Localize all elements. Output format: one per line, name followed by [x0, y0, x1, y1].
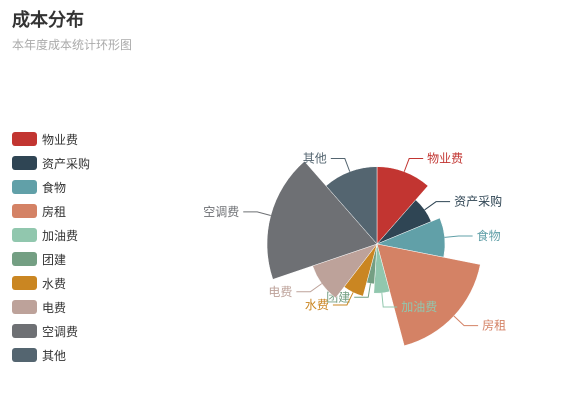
legend-item[interactable]: 物业费	[12, 127, 90, 151]
legend-label: 房租	[42, 204, 67, 219]
label-line	[330, 158, 351, 172]
legend-swatch	[12, 180, 37, 194]
legend-swatch	[12, 300, 37, 314]
pie-slice[interactable]	[373, 243, 391, 294]
legend-label: 加油费	[42, 228, 79, 243]
legend-swatch	[12, 252, 37, 266]
label-line	[453, 315, 479, 327]
legend: 物业费资产采购食物房租加油费团建水费电费空调费其他	[12, 127, 90, 367]
legend-swatch	[12, 276, 37, 290]
legend-item[interactable]: 空调费	[12, 319, 90, 343]
pie-slice[interactable]	[376, 243, 481, 347]
legend-label: 物业费	[42, 132, 79, 147]
slice-label: 食物	[477, 228, 501, 243]
legend-item[interactable]: 团建	[12, 247, 90, 271]
pie-slice[interactable]	[266, 160, 378, 280]
legend-item[interactable]: 电费	[12, 295, 90, 319]
label-line	[403, 158, 424, 172]
legend-item[interactable]: 资产采购	[12, 151, 90, 175]
slice-label: 加油费	[401, 300, 437, 314]
legend-item[interactable]: 房租	[12, 199, 90, 223]
legend-swatch	[12, 348, 37, 362]
label-line	[332, 292, 354, 306]
legend-label: 其他	[42, 348, 67, 363]
legend-label: 食物	[42, 180, 67, 195]
legend-label: 水费	[42, 276, 67, 291]
legend-swatch	[12, 324, 37, 338]
legend-swatch	[12, 132, 37, 146]
label-line	[296, 283, 323, 293]
label-line	[381, 293, 398, 308]
legend-item[interactable]: 水费	[12, 271, 90, 295]
slice-label: 电费	[268, 285, 292, 299]
legend-item[interactable]: 其他	[12, 343, 90, 367]
legend-item[interactable]: 加油费	[12, 223, 90, 247]
slice-label: 空调费	[203, 205, 239, 219]
pie-slice[interactable]	[325, 166, 378, 245]
label-line	[444, 235, 473, 238]
slice-label: 水费	[305, 298, 329, 312]
legend-swatch	[12, 156, 37, 170]
slice-label: 房租	[482, 318, 506, 333]
label-line	[354, 283, 371, 298]
legend-label: 电费	[42, 300, 67, 315]
legend-label: 空调费	[42, 324, 79, 339]
legend-label: 资产采购	[42, 156, 91, 171]
chart-title: 成本分布	[12, 10, 84, 31]
slice-label: 物业费	[427, 152, 463, 166]
legend-label: 团建	[42, 252, 67, 267]
slice-label: 资产采购	[454, 194, 502, 209]
label-line	[424, 201, 451, 211]
chart-subtitle: 本年度成本统计环形图	[12, 38, 133, 52]
label-line	[243, 211, 271, 217]
legend-item[interactable]: 食物	[12, 175, 90, 199]
legend-swatch	[12, 204, 37, 218]
legend-swatch	[12, 228, 37, 242]
slice-label: 其他	[303, 152, 327, 166]
